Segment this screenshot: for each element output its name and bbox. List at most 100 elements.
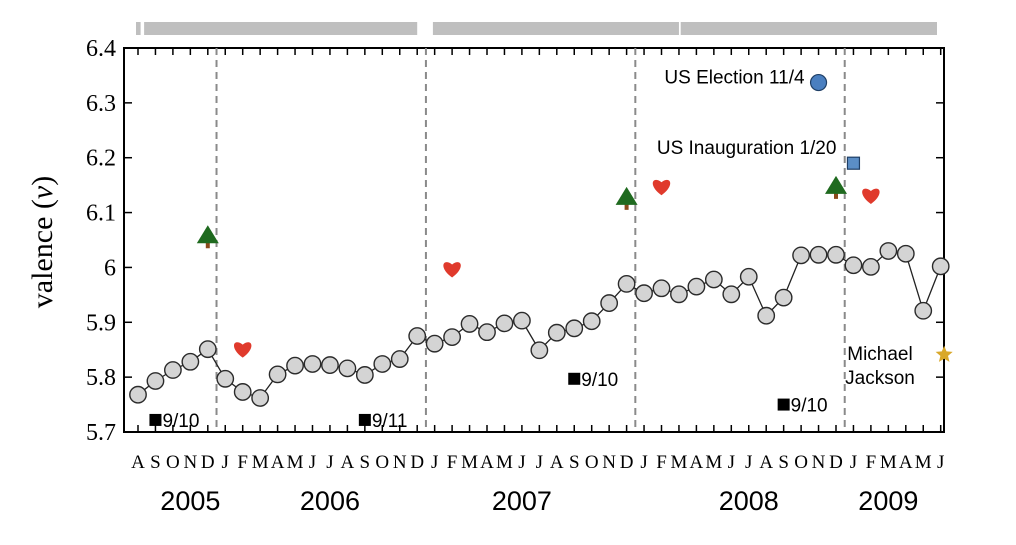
x-tick-label: J [222, 452, 229, 473]
x-tick-label: J [536, 452, 543, 473]
x-tick-label: O [585, 452, 599, 473]
y-axis-label-close: ) [26, 176, 59, 186]
x-tick-label: N [602, 452, 616, 473]
event-markers: 9/10 9/11 9/10 9/10 US Election 11/4 US Inaug… [149, 68, 953, 432]
x-tick-label: S [778, 452, 789, 473]
holiday-tree-marker [615, 186, 638, 205]
event-square-marker [777, 398, 790, 411]
x-tick-label: D [620, 452, 634, 473]
data-point [478, 323, 496, 342]
y-axis-label-text: valence ( [26, 199, 59, 308]
data-point [931, 257, 950, 276]
y-tick-label: 6.4 [86, 36, 116, 62]
data-point [495, 314, 514, 333]
data-point [146, 372, 165, 390]
year-label: 2005 [160, 486, 220, 516]
x-tick-label: S [569, 452, 580, 473]
x-tick-label: M [705, 452, 722, 473]
x-tick-label: A [480, 452, 494, 473]
valentines-heart-marker [233, 342, 252, 358]
y-axis: 5.7 5.8 5.9 6 6.1 6.2 6.3 6.4 [86, 36, 944, 446]
x-tick-label: D [829, 452, 843, 473]
holiday-tree-marker [196, 225, 219, 244]
data-point [373, 355, 392, 373]
event-square-label: 9/10 [162, 411, 199, 432]
election-label: US Election 11/4 [664, 68, 805, 89]
x-tick-label: S [360, 452, 371, 473]
event-square-label: 9/11 [372, 411, 408, 432]
x-tick-label: J [745, 452, 752, 473]
michael-jackson-label-line1: Michael [847, 344, 912, 365]
x-tick-label: A [690, 452, 704, 473]
data-point [460, 315, 479, 333]
x-tick-label: F [237, 452, 248, 473]
data-point [513, 311, 531, 330]
data-point [547, 323, 566, 342]
y-tick-label: 6 [104, 255, 116, 281]
election-circle-marker [809, 73, 828, 92]
data-point [338, 359, 357, 378]
data-point [670, 285, 688, 304]
data-point [862, 257, 880, 276]
y-axis-label: valence (v) [26, 176, 59, 308]
holiday-tree-trunk [624, 203, 629, 210]
data-point [582, 312, 601, 331]
x-tick-label: F [447, 452, 458, 473]
x-tick-label: N [393, 452, 407, 473]
series-line [137, 250, 942, 399]
data-point [739, 267, 758, 286]
x-tick-label: F [656, 452, 667, 473]
x-tick-label: D [201, 452, 215, 473]
x-tick-label: O [166, 452, 180, 473]
data-point [268, 365, 287, 384]
michael-jackson-star-marker [935, 345, 953, 362]
x-tick-label: A [271, 452, 285, 473]
y-tick-label: 5.7 [86, 420, 116, 446]
y-tick-label: 6.3 [86, 91, 116, 117]
x-tick-label: J [431, 452, 438, 473]
data-point [321, 356, 339, 374]
coverage-segment [144, 22, 418, 35]
data-point [286, 356, 304, 375]
x-tick-label: O [794, 452, 808, 473]
x-tick-label: N [812, 452, 826, 473]
data-point [216, 369, 235, 388]
data-point [827, 245, 845, 264]
data-point [844, 256, 863, 275]
data-point [355, 366, 374, 384]
data-point [652, 279, 671, 298]
data-point [600, 294, 619, 312]
data-point [617, 274, 636, 293]
y-axis-label-variable: v [26, 185, 59, 199]
data-point [704, 270, 723, 289]
x-tick-label: J [518, 452, 525, 473]
coverage-segment [680, 22, 937, 35]
x-tick-label: M [880, 452, 897, 473]
data-point [809, 245, 828, 264]
data-point [408, 327, 427, 345]
michael-jackson-label-line2: Jackson [845, 368, 915, 389]
data-point [530, 341, 549, 360]
event-square-label: 9/10 [581, 370, 618, 391]
data-point [635, 284, 653, 303]
x-tick-label: S [150, 452, 161, 473]
data-point [687, 277, 706, 296]
holiday-tree-trunk [834, 192, 838, 199]
data-point [757, 306, 776, 325]
y-tick-label: 5.8 [86, 365, 116, 391]
valentines-heart-marker [862, 188, 880, 205]
x-tick-label: M [252, 452, 269, 473]
x-tick-label: A [131, 452, 145, 473]
x-tick-label: A [341, 452, 355, 473]
data-point [565, 319, 584, 338]
x-tick-label: J [937, 452, 944, 473]
x-tick-label: M [670, 452, 687, 473]
data-point [443, 328, 461, 346]
holiday-tree-marker [825, 175, 847, 194]
y-tick-label: 6.1 [86, 201, 116, 227]
event-square-label: 9/10 [791, 396, 828, 417]
year-label: 2008 [719, 486, 779, 516]
x-tick-label: J [850, 452, 857, 473]
